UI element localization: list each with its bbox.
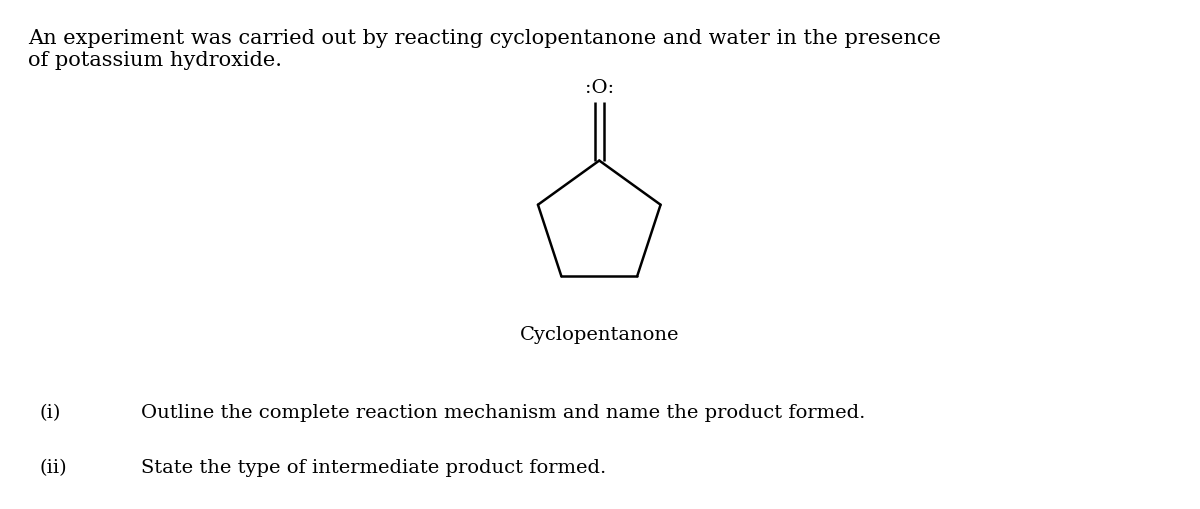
- Text: Outline the complete reaction mechanism and name the product formed.: Outline the complete reaction mechanism …: [142, 403, 865, 421]
- Text: State the type of intermediate product formed.: State the type of intermediate product f…: [142, 458, 606, 476]
- Text: :O:: :O:: [584, 78, 614, 96]
- Text: (ii): (ii): [40, 458, 67, 476]
- Text: Cyclopentanone: Cyclopentanone: [520, 326, 679, 344]
- Text: An experiment was carried out by reacting cyclopentanone and water in the presen: An experiment was carried out by reactin…: [28, 29, 941, 70]
- Text: (i): (i): [40, 403, 61, 421]
